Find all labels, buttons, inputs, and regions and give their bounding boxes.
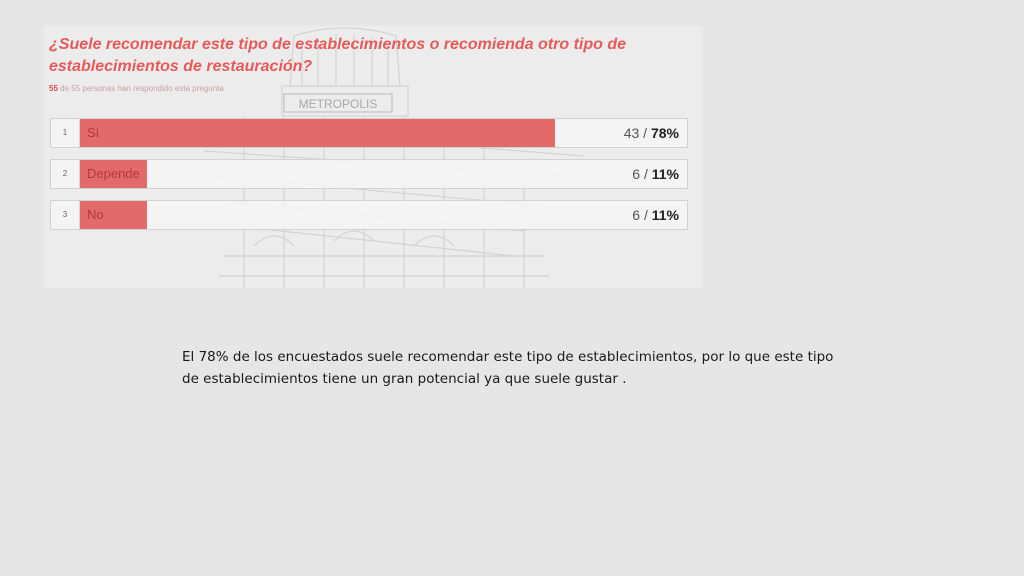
- answer-bar: [80, 201, 147, 229]
- answer-index: 2: [51, 160, 80, 188]
- answer-bars: 1 Sí 43 / 78% 2 Depende 6 / 11% 3 No 6 /…: [50, 118, 688, 241]
- question-title: ¿Suele recomendar este tipo de estableci…: [49, 36, 627, 75]
- answer-bar: [80, 119, 555, 147]
- answer-percent: 11%: [651, 207, 679, 223]
- survey-results-panel: METROPOLIS ¿Suele recomendar este tipo d…: [44, 26, 703, 288]
- metropolis-sign: METROPOLIS: [299, 97, 378, 111]
- answer-count: 43 /: [623, 125, 651, 141]
- answer-label: No: [87, 207, 104, 222]
- answer-row-no: 3 No 6 / 11%: [50, 200, 688, 230]
- answer-value: 6 / 11%: [632, 160, 679, 188]
- respondent-text: de 55 personas han respondido esta pregu…: [60, 84, 224, 93]
- answer-count: 6 /: [632, 207, 652, 223]
- respondent-count: 55: [49, 84, 58, 93]
- answer-percent: 11%: [651, 166, 679, 182]
- answer-label: Sí: [87, 125, 100, 140]
- answer-count: 6 /: [632, 166, 652, 182]
- answer-index: 1: [51, 119, 80, 147]
- answer-bar: [80, 160, 147, 188]
- answer-index: 3: [51, 201, 80, 229]
- answer-value: 43 / 78%: [624, 119, 679, 147]
- answer-value: 6 / 11%: [632, 201, 679, 229]
- answer-row-depende: 2 Depende 6 / 11%: [50, 159, 688, 189]
- answer-row-si: 1 Sí 43 / 78%: [50, 118, 688, 148]
- answer-percent: 78%: [650, 125, 679, 141]
- respondent-summary: 55 de 55 personas han respondido esta pr…: [49, 84, 224, 93]
- answer-label: Depende: [87, 166, 140, 181]
- conclusion-caption: El 78% de los encuestados suele recomend…: [182, 348, 834, 387]
